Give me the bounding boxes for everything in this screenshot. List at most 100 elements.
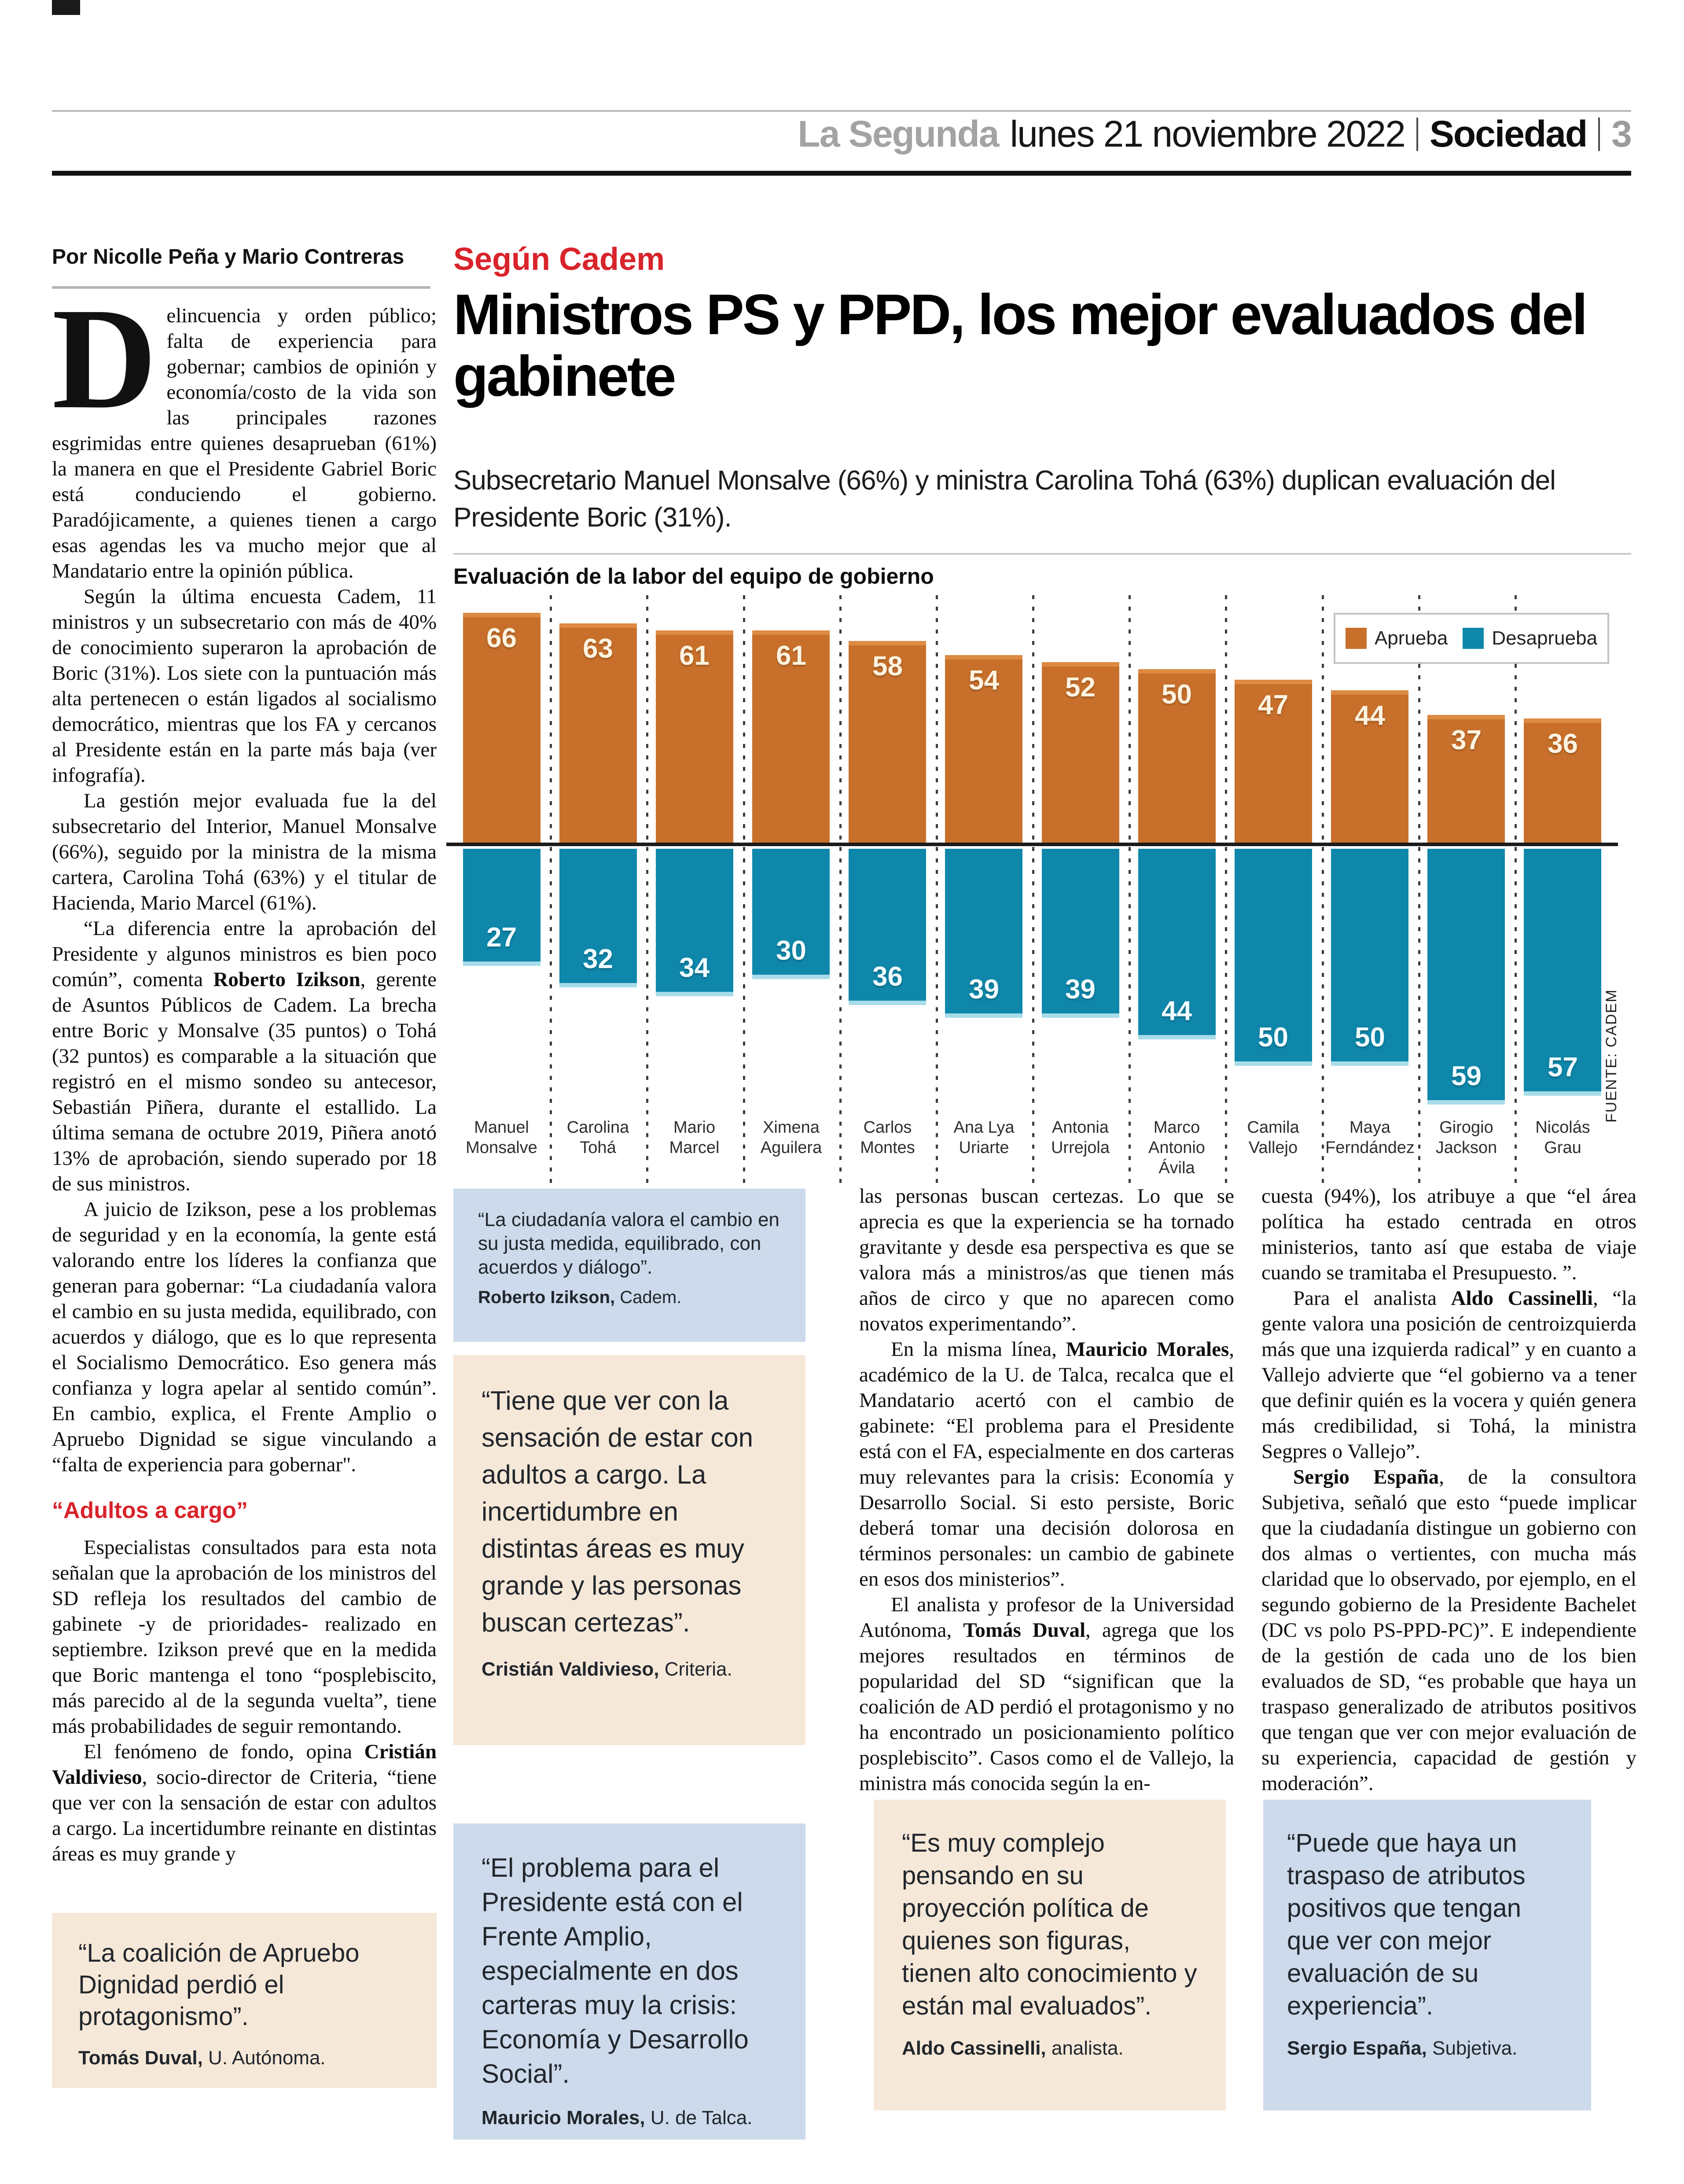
approve-value: 61 — [679, 641, 710, 671]
legend-item-approve: Aprueba — [1345, 627, 1448, 649]
article-paragraph: El fenómeno de fondo, opina Cristián Val… — [52, 1740, 437, 1865]
article-paragraph: “La diferencia entre la aprobación del P… — [52, 917, 437, 1195]
pullquote-source-name: Tomás Duval, — [78, 2047, 203, 2069]
pullquote-source-role: analista. — [1046, 2037, 1124, 2059]
pullquote-source-role: Subjetiva. — [1427, 2037, 1518, 2059]
pullquote-morales: “El problema para el Presidente está con… — [453, 1823, 805, 2140]
subhead: Subsecretario Manuel Monsalve (66%) y mi… — [453, 465, 1556, 533]
category-label: Maya Ferndández — [1325, 1118, 1415, 1157]
header-bottom-rule — [52, 171, 1631, 176]
chart-source: FUENTE: CADEM — [1603, 989, 1620, 1123]
category-label: Antonia Urrejola — [1051, 1118, 1110, 1157]
pullquote-source-name: Mauricio Morales, — [482, 2107, 645, 2129]
subhead-rule — [453, 553, 1631, 555]
chart-column-separator — [1515, 595, 1517, 1190]
disapprove-value: 30 — [776, 935, 806, 966]
chart-column-separator — [743, 595, 745, 1190]
chart-column-separator — [646, 595, 648, 1190]
chart-column-separator — [1418, 595, 1420, 1190]
page-header: La Segunda lunes 21 noviembre 2022 Socie… — [798, 113, 1632, 155]
category-label: Carlos Montes — [860, 1118, 915, 1157]
chart-column-separator — [550, 595, 552, 1190]
chart-column-separator — [1225, 595, 1227, 1190]
approve-bar-6 — [945, 655, 1022, 845]
pullquote-duval: “La coalición de Apruebo Dignidad perdió… — [52, 1913, 437, 2088]
disapprove-bar-5 — [849, 849, 926, 1005]
approve-value: 66 — [486, 623, 517, 653]
approve-bar-11 — [1427, 715, 1505, 845]
byline-rule — [52, 286, 430, 289]
chart-column-separator — [1032, 595, 1034, 1190]
disapprove-bar-1 — [463, 849, 540, 966]
disapprove-bar-11 — [1427, 849, 1505, 1105]
scan-artifact-mark — [52, 0, 80, 15]
article-column-4: cuesta (94%), los atribuye a que “el áre… — [1261, 1183, 1636, 1800]
pullquote-source-role: U. Autónoma. — [202, 2047, 326, 2069]
approve-bar-8 — [1138, 669, 1216, 845]
approve-value: 61 — [776, 641, 806, 671]
chart-column-separator — [839, 595, 842, 1190]
pullquote-cassinelli: “Es muy complejo pensando en su proyecci… — [874, 1800, 1226, 2110]
article-paragraph: Especialistas consultados para esta nota… — [52, 1536, 437, 1738]
approve-bar-9 — [1235, 680, 1312, 845]
article-paragraph: A juicio de Izikson, pese a los problema… — [52, 1198, 437, 1476]
approve-value: 44 — [1355, 700, 1385, 731]
pullquote-espana: “Puede que haya un traspaso de atributos… — [1263, 1800, 1591, 2110]
pullquote-attribution: Sergio España, Subjetiva. — [1287, 2032, 1567, 2065]
chart-title: Evaluación de la labor del equipo de gob… — [453, 564, 934, 589]
kicker: Según Cadem — [453, 242, 665, 277]
pullquote-text: “La ciudadanía valora el cambio en su ju… — [478, 1209, 779, 1278]
pullquote-izikson: “La ciudadanía valora el cambio en su ju… — [453, 1189, 805, 1342]
headline: Ministros PS y PPD, los mejor evaluados … — [453, 282, 1588, 408]
chart-legend: Aprueba Desaprueba — [1334, 613, 1609, 664]
disapprove-bar-12 — [1524, 849, 1601, 1096]
article-paragraph: En la misma línea, Mauricio Morales, aca… — [859, 1338, 1234, 1591]
disapprove-bar-6 — [945, 849, 1022, 1018]
chart-zero-axis — [446, 843, 1618, 846]
approve-value: 37 — [1451, 725, 1482, 755]
category-label: Carolina Tohá — [566, 1118, 629, 1157]
approve-bar-3 — [656, 630, 733, 845]
pullquote-source-name: Sergio España, — [1287, 2037, 1427, 2059]
drop-cap: D — [52, 303, 157, 439]
pullquote-text: “Tiene que ver con la sensación de estar… — [482, 1386, 754, 1637]
article-paragraph: Sergio España, de la consultora Subjetiv… — [1261, 1466, 1636, 1795]
category-label: Girogio Jackson — [1435, 1118, 1497, 1157]
approve-swatch-icon — [1345, 628, 1367, 649]
disapprove-value: 27 — [486, 922, 517, 953]
legend-label-approve: Aprueba — [1374, 627, 1448, 649]
disapprove-value: 34 — [679, 953, 710, 983]
legend-label-disapprove: Desaprueba — [1492, 627, 1598, 649]
article-paragraph: las personas buscan certezas. Lo que se … — [859, 1185, 1234, 1335]
disapprove-value: 50 — [1355, 1022, 1385, 1053]
pullquote-source-role: U. de Talca. — [645, 2107, 753, 2129]
approve-value: 47 — [1258, 690, 1288, 720]
approval-bar-chart: 66 27 Manuel Monsalve 63 32 Carolina Tohá 61 34 Ma… — [453, 590, 1611, 1190]
disapprove-bar-3 — [656, 849, 733, 996]
disapprove-value: 39 — [969, 974, 999, 1005]
approve-value: 50 — [1162, 679, 1192, 710]
approve-value: 54 — [969, 665, 999, 696]
masthead: La Segunda — [798, 113, 999, 155]
chart-column-separator — [1322, 595, 1324, 1190]
pullquote-text: “Es muy complejo pensando en su proyecci… — [902, 1829, 1197, 2020]
approve-value: 52 — [1065, 672, 1096, 703]
pullquote-source-role: Cadem. — [615, 1288, 682, 1307]
category-label: Nicolás Grau — [1535, 1118, 1590, 1157]
pullquote-attribution: Aldo Cassinelli, analista. — [902, 2032, 1198, 2065]
legend-item-disapprove: Desaprueba — [1463, 627, 1597, 649]
header-divider — [1598, 117, 1600, 151]
disapprove-value: 50 — [1258, 1022, 1288, 1053]
disapprove-value: 39 — [1065, 974, 1096, 1005]
pullquote-source-role: Criteria. — [659, 1658, 732, 1680]
chart-column-separator — [1129, 595, 1131, 1190]
disapprove-bar-7 — [1042, 849, 1119, 1018]
page-number: 3 — [1611, 113, 1632, 155]
category-label: Ana Lya Uriarte — [953, 1118, 1015, 1157]
category-label: Marco Antonio Ávila — [1148, 1118, 1205, 1177]
category-label: Ximena Aguilera — [760, 1118, 822, 1157]
article-paragraph: Según la última encuesta Cadem, 11 minis… — [52, 585, 437, 787]
pullquote-text: “Puede que haya un traspaso de atributos… — [1287, 1829, 1526, 2020]
